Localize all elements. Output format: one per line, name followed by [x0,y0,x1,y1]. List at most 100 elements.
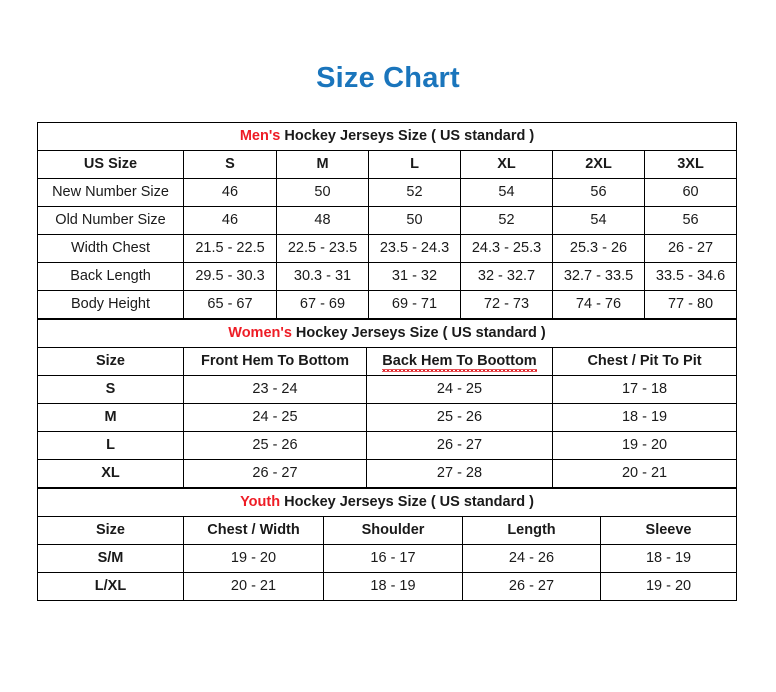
mens-cell-4-1: 67 - 69 [276,290,369,319]
youth-cell-0-2: 24 - 26 [462,544,601,573]
mens-col-header-2: M [276,150,369,179]
youth-cell-1-3: 19 - 20 [599,572,738,601]
womens-section-banner: Women's Hockey Jerseys Size ( US standar… [36,319,738,348]
mens-cell-3-5: 33.5 - 34.6 [643,262,738,291]
womens-cell-3-0: 26 - 27 [183,459,367,488]
mens-row-label-3: Back Length [37,262,184,291]
mens-cell-2-0: 21.5 - 22.5 [183,234,277,263]
mens-col-header-3: L [368,150,461,179]
youth-col-header-4: Sleeve [599,516,738,545]
mens-col-header-0: US Size [37,150,184,179]
mens-cell-3-0: 29.5 - 30.3 [183,262,277,291]
mens-header-row: US Size S M L XL 2XL 3XL [37,150,738,179]
womens-banner-accent: Women's [228,324,292,341]
mens-banner-rest: Hockey Jerseys Size ( US standard ) [280,127,535,144]
mens-cell-0-4: 56 [552,178,645,207]
youth-cell-0-3: 18 - 19 [599,544,738,573]
mens-row-label-4: Body Height [37,290,184,319]
mens-cell-4-3: 72 - 73 [460,290,553,319]
mens-row-label-2: Width Chest [37,234,184,263]
womens-col-header-2: Back Hem To Boottom [366,347,553,376]
womens-size-table: Women's Hockey Jerseys Size ( US standar… [36,319,738,488]
youth-cell-0-0: 19 - 20 [183,544,324,573]
womens-cell-3-1: 27 - 28 [366,459,553,488]
womens-cell-0-1: 24 - 25 [366,375,553,404]
mens-row-label-1: Old Number Size [37,206,184,235]
womens-row-label-3: XL [37,459,184,488]
youth-banner-row: Youth Hockey Jerseys Size ( US standard … [36,488,738,517]
table-row: Width Chest 21.5 - 22.5 22.5 - 23.5 23.5… [37,234,738,263]
mens-cell-3-2: 31 - 32 [368,262,461,291]
mens-banner-accent: Men's [239,127,281,144]
mens-cell-4-2: 69 - 71 [368,290,461,319]
mens-cell-1-0: 46 [183,206,277,235]
table-row: Body Height 65 - 67 67 - 69 69 - 71 72 -… [37,290,738,319]
table-row: XL 26 - 27 27 - 28 20 - 21 [37,459,738,488]
mens-banner-row: Men's Hockey Jerseys Size ( US standard … [36,122,738,151]
mens-cell-0-3: 54 [460,178,553,207]
youth-row-label-1: L/XL [37,572,184,601]
table-row: S/M 19 - 20 16 - 17 24 - 26 18 - 19 [37,544,738,573]
mens-col-header-1: S [183,150,277,179]
womens-cell-2-0: 25 - 26 [183,431,367,460]
mens-cell-2-5: 26 - 27 [643,234,738,263]
mens-cell-2-4: 25.3 - 26 [552,234,645,263]
mens-cell-2-3: 24.3 - 25.3 [460,234,553,263]
mens-cell-2-2: 23.5 - 24.3 [368,234,461,263]
womens-banner-row: Women's Hockey Jerseys Size ( US standar… [36,319,738,348]
table-row: New Number Size 46 50 52 54 56 60 [37,178,738,207]
mens-cell-4-5: 77 - 80 [643,290,738,319]
mens-cell-1-4: 54 [552,206,645,235]
youth-cell-1-2: 26 - 27 [462,572,601,601]
youth-section-banner: Youth Hockey Jerseys Size ( US standard … [36,488,738,517]
youth-col-header-3: Length [462,516,601,545]
youth-cell-1-0: 20 - 21 [183,572,324,601]
womens-col-header-3: Chest / Pit To Pit [551,347,738,376]
mens-cell-1-3: 52 [460,206,553,235]
mens-cell-0-5: 60 [643,178,738,207]
mens-size-table: Men's Hockey Jerseys Size ( US standard … [36,122,738,319]
mens-row-label-0: New Number Size [37,178,184,207]
mens-cell-3-4: 32.7 - 33.5 [552,262,645,291]
womens-cell-2-1: 26 - 27 [366,431,553,460]
womens-row-label-0: S [37,375,184,404]
mens-section-banner: Men's Hockey Jerseys Size ( US standard … [36,122,738,151]
womens-col-header-0: Size [37,347,184,376]
mens-col-header-5: 2XL [552,150,645,179]
mens-cell-1-5: 56 [643,206,738,235]
mens-cell-4-0: 65 - 67 [183,290,277,319]
youth-col-header-0: Size [37,516,184,545]
table-row: M 24 - 25 25 - 26 18 - 19 [37,403,738,432]
mens-col-header-6: 3XL [643,150,738,179]
table-row: Old Number Size 46 48 50 52 54 56 [37,206,738,235]
mens-cell-0-1: 50 [276,178,369,207]
womens-cell-1-1: 25 - 26 [366,403,553,432]
youth-size-table: Youth Hockey Jerseys Size ( US standard … [36,488,738,601]
table-row: S 23 - 24 24 - 25 17 - 18 [37,375,738,404]
womens-cell-1-2: 18 - 19 [551,403,738,432]
youth-row-label-0: S/M [37,544,184,573]
mens-cell-0-2: 52 [368,178,461,207]
womens-header-row: Size Front Hem To Bottom Back Hem To Boo… [37,347,738,376]
youth-col-header-2: Shoulder [323,516,463,545]
womens-cell-3-2: 20 - 21 [551,459,738,488]
youth-cell-0-1: 16 - 17 [323,544,463,573]
youth-col-header-1: Chest / Width [183,516,324,545]
page-title: Size Chart [316,62,460,94]
youth-banner-accent: Youth [240,493,281,510]
mens-cell-3-3: 32 - 32.7 [460,262,553,291]
mens-cell-0-0: 46 [183,178,277,207]
mens-cell-1-1: 48 [276,206,369,235]
mens-col-header-4: XL [460,150,553,179]
youth-header-row: Size Chest / Width Shoulder Length Sleev… [37,516,738,545]
table-row: Back Length 29.5 - 30.3 30.3 - 31 31 - 3… [37,262,738,291]
mens-cell-1-2: 50 [368,206,461,235]
mens-cell-4-4: 74 - 76 [552,290,645,319]
womens-row-label-2: L [37,431,184,460]
youth-cell-1-1: 18 - 19 [323,572,463,601]
womens-cell-0-0: 23 - 24 [183,375,367,404]
womens-col-header-1: Front Hem To Bottom [183,347,367,376]
womens-cell-2-2: 19 - 20 [551,431,738,460]
table-row: L/XL 20 - 21 18 - 19 26 - 27 19 - 20 [37,572,738,601]
